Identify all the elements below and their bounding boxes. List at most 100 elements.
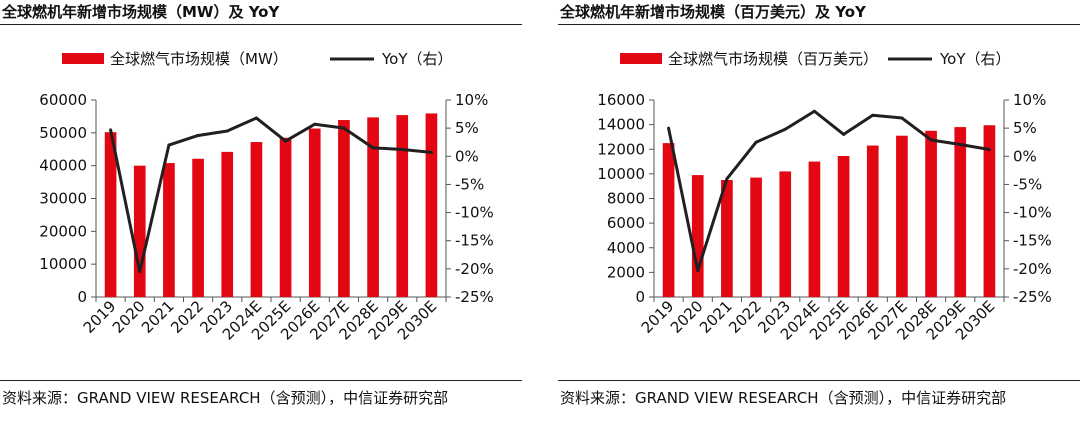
y-right-tick-label: -10% (1013, 204, 1052, 222)
y-right-tick-label: 5% (455, 119, 479, 137)
y-left-tick-label: 14000 (597, 116, 645, 134)
yoy-point (987, 148, 991, 152)
x-tick-label: 2022 (167, 297, 207, 337)
y-left-tick-label: 10000 (39, 255, 87, 273)
x-tick-label: 2022 (725, 297, 765, 337)
yoy-point (725, 177, 729, 181)
source-note: 资料来源：GRAND VIEW RESEARCH（含预测），中信证券研究部 (2, 389, 449, 407)
bar (750, 177, 762, 297)
legend-line-label: YoY（右） (939, 50, 1011, 68)
y-right-tick-label: -25% (455, 288, 494, 306)
x-tick-label: 2020 (667, 297, 707, 337)
yoy-line (109, 116, 432, 274)
bar (133, 165, 146, 297)
yoy-point (313, 122, 317, 126)
y-right-tick-label: 5% (1013, 119, 1037, 137)
y-right-tick-label: 0% (1013, 147, 1037, 165)
x-tick-label: 2020 (109, 297, 149, 337)
bar (837, 156, 850, 297)
yoy-point (842, 132, 846, 136)
y-right-tick-label: 10% (455, 91, 488, 109)
chart-panel-usd: 全球燃机年新增市场规模（百万美元）及 YoY 全球燃气市场规模（百万美元） YoY… (558, 0, 1080, 434)
bar (104, 132, 117, 297)
source-divider (0, 380, 522, 381)
bar (896, 135, 908, 297)
y-left-tick-label: 6000 (607, 214, 645, 232)
bar (250, 142, 263, 297)
yoy-point (254, 116, 258, 120)
bar (367, 117, 379, 297)
source-divider (558, 380, 1080, 381)
y-left-tick-label: 12000 (597, 140, 645, 158)
y-left-tick-label: 60000 (39, 91, 87, 109)
yoy-point (225, 129, 229, 133)
yoy-point (696, 269, 700, 273)
bar (662, 143, 675, 297)
legend: 全球燃气市场规模（百万美元） YoY（右） (620, 50, 1011, 68)
yoy-point (342, 126, 346, 130)
legend-bar-label: 全球燃气市场规模（百万美元） (668, 50, 878, 68)
y-left-tick-label: 0 (77, 288, 87, 306)
bar (721, 180, 733, 297)
x-tick-label: 2021 (696, 297, 736, 337)
yoy-point (871, 113, 875, 117)
bar (691, 175, 704, 297)
yoy-point (812, 109, 816, 113)
yoy-point (667, 126, 671, 130)
yoy-point (958, 142, 962, 146)
y-left-tick-label: 4000 (607, 239, 645, 257)
bar (983, 125, 996, 297)
yoy-line (667, 109, 990, 273)
legend-line-label: YoY（右） (381, 50, 453, 68)
yoy-point (167, 143, 171, 147)
bar (425, 113, 438, 297)
bar (338, 120, 350, 297)
y-left-tick-label: 2000 (607, 263, 645, 281)
bar (308, 128, 321, 297)
yoy-point (284, 139, 288, 143)
yoy-point (109, 128, 113, 132)
y-right-tick-label: 10% (1013, 91, 1046, 109)
yoy-point (929, 138, 933, 142)
yoy-point (400, 148, 404, 152)
title-divider (558, 24, 1080, 25)
yoy-point (900, 116, 904, 120)
y-left-tick-label: 20000 (39, 222, 87, 240)
yoy-point (754, 140, 758, 144)
legend: 全球燃气市场规模（MW） YoY（右） (62, 50, 453, 68)
source-note: 资料来源：GRAND VIEW RESEARCH（含预测），中信证券研究部 (560, 389, 1007, 407)
bar (808, 161, 821, 297)
y-right-tick-label: 0% (455, 147, 479, 165)
yoy-point (783, 127, 787, 131)
title-divider (0, 24, 522, 25)
combo-chart-usd: 全球燃气市场规模（百万美元） YoY（右） 0 2000 4000 6000 8000 100… (597, 50, 1052, 344)
legend-bar-label: 全球燃气市场规模（MW） (110, 50, 288, 68)
bar (192, 158, 204, 297)
y-right-tick-label: -20% (455, 260, 494, 278)
y-right-tick-label: -15% (1013, 232, 1052, 250)
legend-bar-swatch (62, 53, 104, 64)
y-left-tick-label: 16000 (597, 91, 645, 109)
bar (279, 137, 292, 297)
bar (954, 127, 967, 298)
y-right-tick-label: -25% (1013, 288, 1052, 306)
combo-chart-mw: 全球燃气市场规模（MW） YoY（右） 0 10000 20000 30000 40000 5… (39, 50, 494, 344)
y-left-tick-label: 40000 (39, 157, 87, 175)
y-left-tick-label: 8000 (607, 190, 645, 208)
chart-title: 全球燃机年新增市场规模（百万美元）及 YoY (560, 3, 866, 21)
y-left-tick-label: 10000 (597, 165, 645, 183)
chart-panel-mw: 全球燃机年新增市场规模（MW）及 YoY 全球燃气市场规模（MW） YoY（右） 0… (0, 0, 522, 434)
yoy-point (371, 146, 375, 150)
y-right-tick-label: -20% (1013, 260, 1052, 278)
chart-title: 全球燃机年新增市场规模（MW）及 YoY (2, 3, 280, 21)
yoy-point (429, 150, 433, 154)
y-right-tick-label: -5% (1013, 175, 1042, 193)
y-right-tick-label: -15% (455, 232, 494, 250)
y-left-tick-label: 30000 (39, 190, 87, 208)
bar (163, 163, 175, 297)
x-tick-label: 2021 (138, 297, 178, 337)
y-right-tick-label: -10% (455, 204, 494, 222)
y-right-tick-label: -5% (455, 175, 484, 193)
bar (925, 130, 937, 297)
bar (221, 151, 234, 297)
